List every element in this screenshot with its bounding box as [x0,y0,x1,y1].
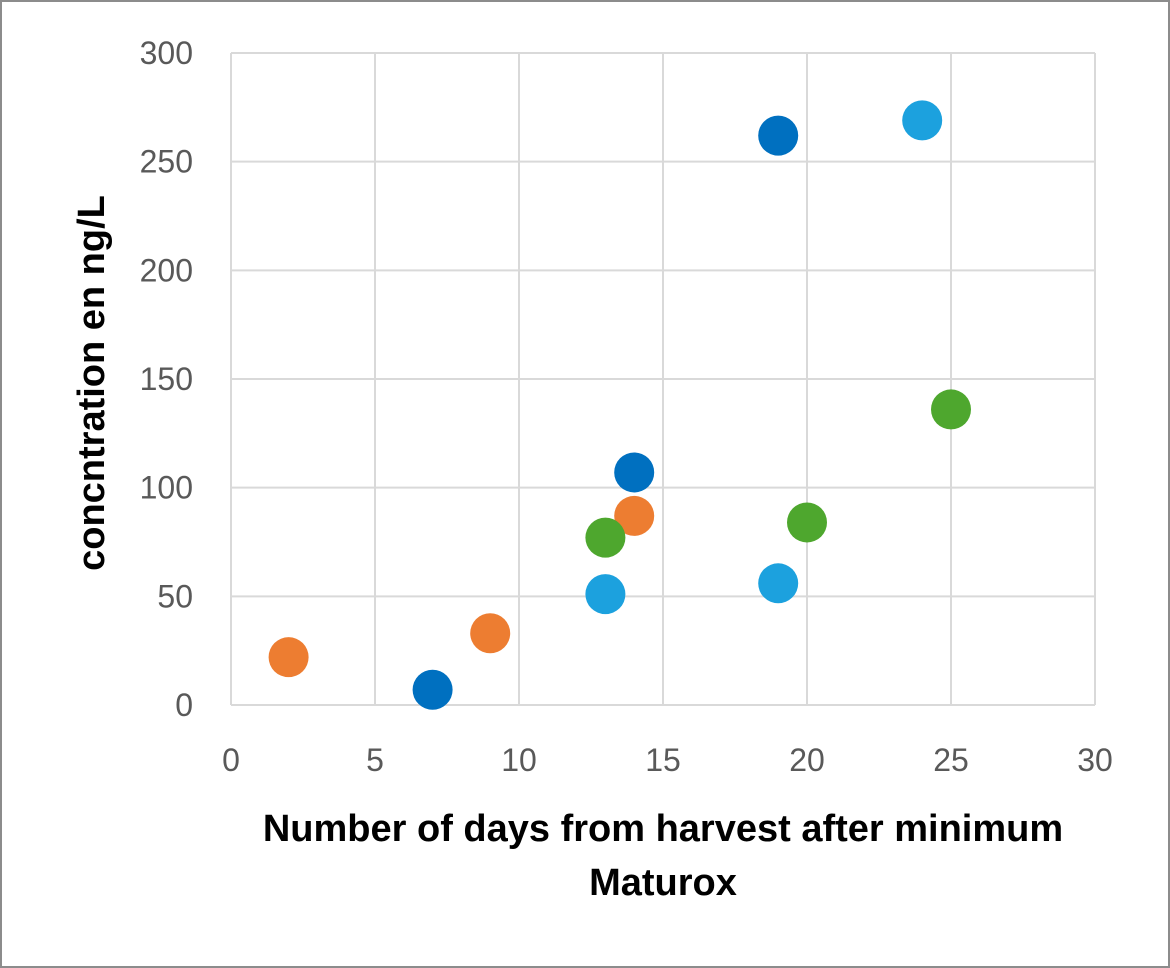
y-axis-title: concntration en ng/L [71,195,113,571]
y-tick-label: 0 [175,687,193,723]
data-point [758,115,799,156]
data-point [787,502,827,543]
data-point [614,452,655,493]
y-tick-label: 50 [157,578,193,614]
data-point [931,389,971,430]
y-tick-label: 300 [140,35,193,71]
x-tick-label: 10 [501,742,537,778]
data-point [585,574,626,615]
y-tick-label: 150 [140,361,193,397]
x-axis-title-line-2: Maturox [589,862,737,904]
data-point [902,100,943,141]
y-tick-label: 250 [140,144,193,180]
x-tick-label: 30 [1077,742,1113,778]
x-axis-ticks: 0 5 10 15 20 25 30 [222,742,1113,778]
data-point [758,563,799,604]
data-point [470,613,511,654]
data-point [412,669,453,710]
x-tick-label: 25 [933,742,969,778]
x-tick-label: 15 [645,742,681,778]
x-tick-label: 0 [222,742,240,778]
data-point [268,637,309,678]
data-points [268,100,971,710]
gridlines [230,52,1096,706]
data-point [614,495,655,536]
y-axis-ticks: 0 50 100 150 200 250 300 [140,35,193,723]
y-tick-label: 200 [140,252,193,288]
x-axis-title-line-1: Number of days from harvest after minimu… [263,808,1063,850]
x-tick-label: 5 [366,742,384,778]
y-tick-label: 100 [140,470,193,506]
x-tick-label: 20 [789,742,825,778]
data-point [585,517,626,558]
